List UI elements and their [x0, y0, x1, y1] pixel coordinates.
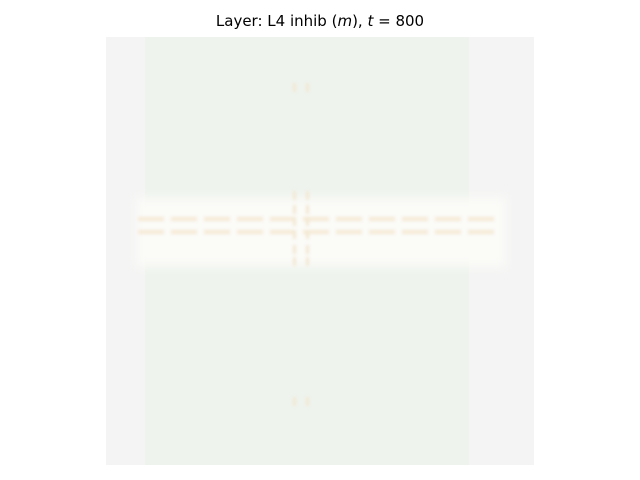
heatmap-dash [237, 217, 263, 221]
heatmap-svg [106, 37, 534, 465]
heatmap-tick [306, 217, 309, 226]
title-mid: ), [352, 12, 367, 30]
heatmap-tick [293, 205, 296, 214]
heatmap-dash [138, 230, 164, 234]
heatmap-dash [336, 217, 362, 221]
heatmap-tick [293, 230, 296, 239]
heatmap-dash [468, 230, 494, 234]
heatmap-dash [336, 230, 362, 234]
heatmap-dash [171, 217, 197, 221]
heatmap-dash [270, 230, 296, 234]
heatmap-plot [106, 37, 534, 465]
title-prefix: Layer: L4 inhib ( [216, 12, 338, 30]
heatmap-tick [293, 191, 296, 200]
title-m-var: m [337, 12, 352, 30]
heatmap-dash [369, 217, 395, 221]
title-eq: = [373, 12, 395, 30]
heatmap-dash [369, 230, 395, 234]
title-value: 800 [395, 12, 424, 30]
heatmap-dash [402, 217, 428, 221]
heatmap-dash [468, 217, 494, 221]
heatmap-dash [237, 230, 263, 234]
heatmap-tick [306, 83, 309, 92]
heatmap-tick [293, 217, 296, 226]
heatmap-tick [306, 257, 309, 266]
heatmap-tick [293, 257, 296, 266]
heatmap-tick [293, 245, 296, 254]
heatmap-dash [435, 230, 461, 234]
heatmap-dash [138, 217, 164, 221]
heatmap-dash [435, 217, 461, 221]
heatmap-tick [306, 397, 309, 406]
chart-title: Layer: L4 inhib (m), t = 800 [0, 12, 640, 30]
heatmap-tick [306, 245, 309, 254]
heatmap-tick [306, 205, 309, 214]
heatmap-tick [293, 83, 296, 92]
heatmap-dash [402, 230, 428, 234]
heatmap-dash [204, 217, 230, 221]
heatmap-dash [270, 217, 296, 221]
heatmap-tick [306, 230, 309, 239]
heatmap-tick [306, 191, 309, 200]
heatmap-tick [293, 397, 296, 406]
heatmap-dash [204, 230, 230, 234]
heatmap-dash [171, 230, 197, 234]
